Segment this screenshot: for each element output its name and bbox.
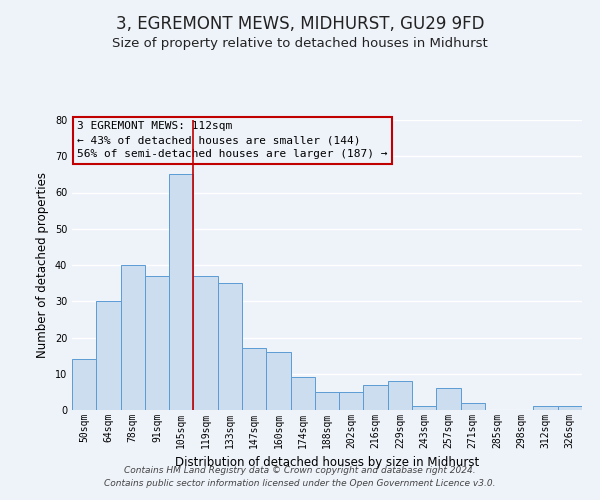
Bar (218, 283, 242, 410)
Bar (169, 174, 193, 410)
Bar (558, 406, 582, 410)
Bar (315, 392, 339, 410)
Bar (145, 276, 169, 410)
Bar (364, 384, 388, 410)
Bar (412, 406, 436, 410)
Bar (242, 348, 266, 410)
Bar (290, 378, 315, 410)
Text: Size of property relative to detached houses in Midhurst: Size of property relative to detached ho… (112, 38, 488, 51)
Bar (96, 301, 121, 410)
Text: Contains HM Land Registry data © Crown copyright and database right 2024.
Contai: Contains HM Land Registry data © Crown c… (104, 466, 496, 487)
Bar (533, 406, 558, 410)
Bar (436, 388, 461, 410)
X-axis label: Distribution of detached houses by size in Midhurst: Distribution of detached houses by size … (175, 456, 479, 469)
Bar (72, 359, 96, 410)
Text: 3 EGREMONT MEWS: 112sqm
← 43% of detached houses are smaller (144)
56% of semi-d: 3 EGREMONT MEWS: 112sqm ← 43% of detache… (77, 122, 388, 160)
Text: 3, EGREMONT MEWS, MIDHURST, GU29 9FD: 3, EGREMONT MEWS, MIDHURST, GU29 9FD (116, 15, 484, 33)
Bar (266, 352, 290, 410)
Bar (121, 265, 145, 410)
Bar (339, 392, 364, 410)
Bar (388, 381, 412, 410)
Bar (461, 403, 485, 410)
Y-axis label: Number of detached properties: Number of detached properties (36, 172, 49, 358)
Bar (193, 276, 218, 410)
